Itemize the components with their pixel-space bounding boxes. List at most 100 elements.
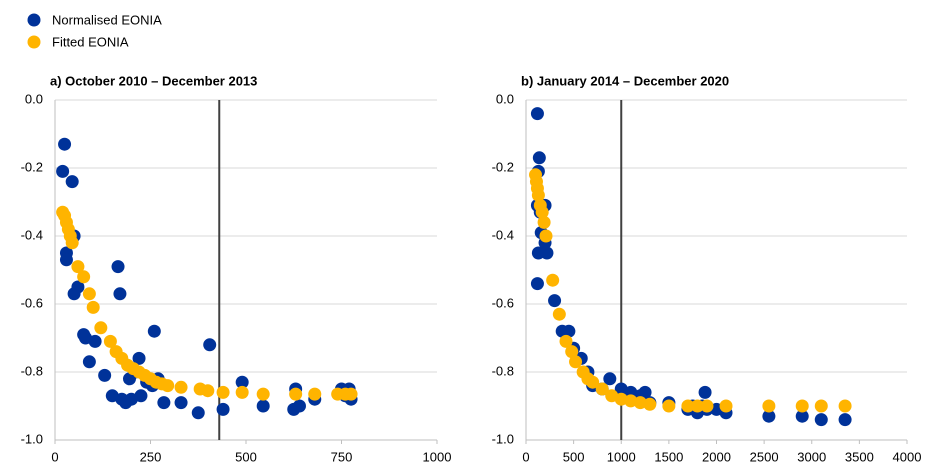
scatter-point xyxy=(795,409,809,423)
scatter-point xyxy=(292,399,306,413)
scatter-point xyxy=(203,338,217,352)
y-tick-label: -0.8 xyxy=(492,363,514,378)
x-tick-label: 500 xyxy=(563,449,585,464)
scatter-point xyxy=(289,387,303,401)
x-tick-label: 3000 xyxy=(797,449,826,464)
scatter-point xyxy=(586,375,600,389)
scatter-point xyxy=(82,287,96,301)
scatter-point xyxy=(530,277,544,291)
scatter-point xyxy=(191,406,205,420)
scatter-point xyxy=(643,397,657,411)
scatter-point xyxy=(216,402,230,416)
scatter-point xyxy=(838,399,852,413)
scatter-point xyxy=(814,413,828,427)
scatter-point xyxy=(98,368,112,382)
y-tick-label: 0.0 xyxy=(496,91,514,106)
scatter-point xyxy=(111,260,125,274)
scatter-point xyxy=(147,324,161,338)
scatter-point xyxy=(638,385,652,399)
scatter-point xyxy=(256,387,270,401)
x-tick-label: 1500 xyxy=(654,449,683,464)
scatter-point xyxy=(552,307,566,321)
x-tick-label: 1000 xyxy=(423,449,452,464)
y-tick-label: -1.0 xyxy=(21,431,43,446)
scatter-point xyxy=(201,384,215,398)
x-tick-label: 1000 xyxy=(607,449,636,464)
scatter-point xyxy=(113,287,127,301)
scatter-point xyxy=(565,345,579,359)
scatter-point xyxy=(132,351,146,365)
scatter-point xyxy=(86,300,100,314)
scatter-point xyxy=(235,385,249,399)
scatter-point xyxy=(838,413,852,427)
x-tick-label: 4000 xyxy=(893,449,922,464)
scatter-point xyxy=(59,253,73,267)
scatter-point xyxy=(662,399,676,413)
scatter-point xyxy=(535,205,549,219)
scatter-point xyxy=(56,164,70,178)
scatter-point xyxy=(540,246,554,260)
x-tick-label: 250 xyxy=(140,449,162,464)
scatter-point xyxy=(681,399,695,413)
scatter-point xyxy=(71,280,85,294)
scatter-point xyxy=(795,399,809,413)
scatter-point xyxy=(82,355,96,369)
scatter-point xyxy=(539,229,553,243)
scatter-point xyxy=(94,321,108,335)
scatter-point xyxy=(71,260,85,274)
scatter-point xyxy=(65,236,79,250)
y-tick-label: 0.0 xyxy=(25,91,43,106)
legend-swatch xyxy=(27,35,41,49)
x-tick-label: 500 xyxy=(235,449,257,464)
y-tick-label: -0.2 xyxy=(492,159,514,174)
scatter-point xyxy=(256,399,270,413)
scatter-point xyxy=(700,399,714,413)
scatter-point xyxy=(157,396,171,410)
legend-label: Normalised EONIA xyxy=(52,12,162,27)
scatter-point xyxy=(344,387,358,401)
scatter-point xyxy=(88,334,102,348)
x-tick-label: 0 xyxy=(51,449,58,464)
scatter-point xyxy=(690,399,704,413)
y-tick-label: -0.4 xyxy=(492,227,514,242)
scatter-point xyxy=(65,175,79,189)
chart-title: b) January 2014 – December 2020 xyxy=(521,73,729,88)
scatter-point xyxy=(134,389,148,403)
y-tick-label: -1.0 xyxy=(492,431,514,446)
scatter-point xyxy=(174,396,188,410)
chart-title: a) October 2010 – December 2013 xyxy=(50,73,257,88)
scatter-point xyxy=(161,379,175,393)
y-tick-label: -0.6 xyxy=(21,295,43,310)
legend-swatch xyxy=(27,13,41,27)
scatter-point xyxy=(762,399,776,413)
scatter-point xyxy=(595,382,609,396)
y-tick-label: -0.6 xyxy=(492,295,514,310)
scatter-point xyxy=(235,375,249,389)
scatter-point xyxy=(531,188,545,202)
scatter-point xyxy=(548,294,562,308)
scatter-point xyxy=(58,137,72,151)
scatter-point xyxy=(537,215,551,229)
scatter-point xyxy=(530,107,544,121)
legend-label: Fitted EONIA xyxy=(52,34,129,49)
scatter-point xyxy=(762,409,776,423)
scatter-point xyxy=(814,399,828,413)
x-tick-label: 0 xyxy=(522,449,529,464)
scatter-point xyxy=(308,387,322,401)
scatter-point xyxy=(532,151,546,165)
scatter-point xyxy=(698,385,712,399)
scatter-point xyxy=(559,334,573,348)
scatter-point xyxy=(719,399,733,413)
x-tick-label: 750 xyxy=(331,449,353,464)
x-tick-label: 2000 xyxy=(702,449,731,464)
y-tick-label: -0.2 xyxy=(21,159,43,174)
y-tick-label: -0.8 xyxy=(21,363,43,378)
scatter-point xyxy=(174,380,188,394)
scatter-point xyxy=(569,355,583,369)
scatter-point xyxy=(546,273,560,287)
scatter-point xyxy=(103,334,117,348)
y-tick-label: -0.4 xyxy=(21,227,43,242)
x-tick-label: 2500 xyxy=(750,449,779,464)
scatter-point xyxy=(562,324,576,338)
